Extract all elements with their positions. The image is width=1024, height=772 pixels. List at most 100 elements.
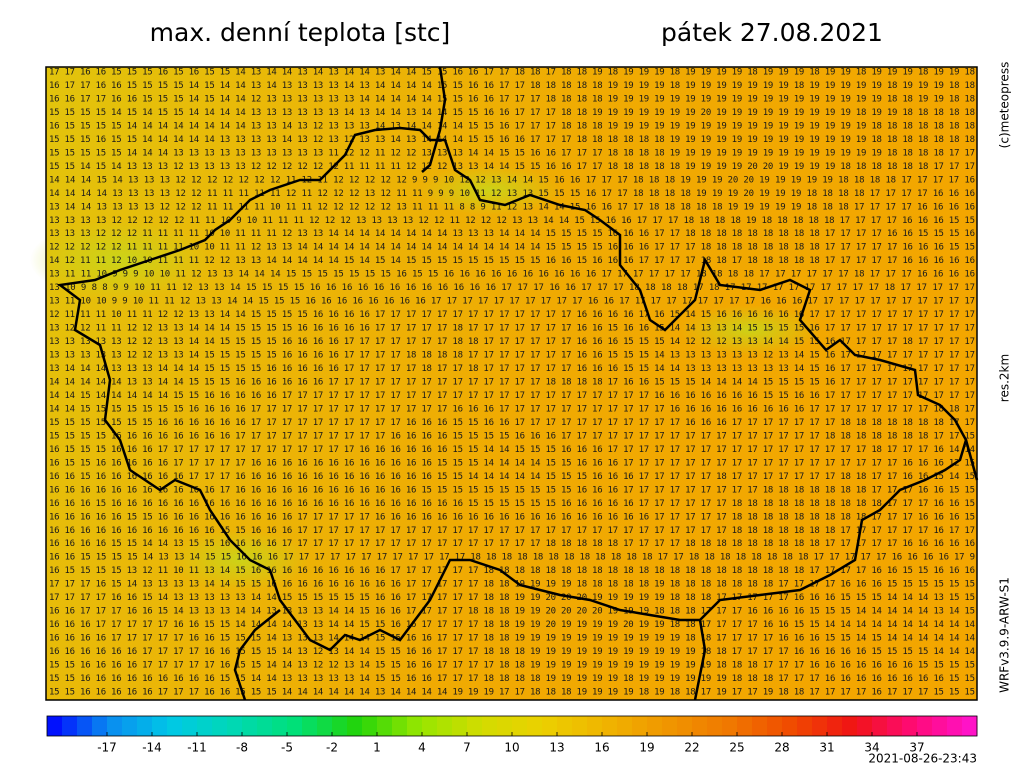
border (964, 439, 979, 481)
colorbar-cell (272, 716, 288, 736)
colorbar-cell (392, 716, 408, 736)
value-row: 14 14 15 14 14 14 14 14 15 15 16 16 16 1… (49, 391, 975, 401)
value-row: 14 14 14 15 14 13 13 13 12 12 12 12 12 1… (49, 175, 975, 185)
colorbar-tick-label: -8 (236, 741, 248, 755)
value-row: 16 15 15 15 15 14 14 14 14 14 14 14 14 1… (49, 121, 975, 131)
colorbar-cell (407, 716, 423, 736)
colorbar-cell (197, 716, 213, 736)
colorbar-tick-label: -5 (281, 741, 293, 755)
colorbar-cell (452, 716, 468, 736)
colorbar-cell (512, 716, 528, 736)
value-row: 12 11 11 11 10 11 11 12 12 13 13 14 14 1… (49, 310, 975, 320)
value-row: 14 14 14 14 13 13 13 13 12 12 11 11 11 1… (49, 189, 975, 199)
colorbar-cell (617, 716, 633, 736)
colorbar: -17 -14 -11 -8 -5 -2 1 4 7 10 13 16 19 22 25 28 31 34 37 (46, 715, 978, 755)
value-row: 15 15 16 16 16 16 17 17 17 17 17 16 15 1… (49, 661, 975, 671)
colorbar-cell (527, 716, 543, 736)
colorbar-cell (887, 716, 903, 736)
border (421, 66, 447, 173)
value-row: 15 15 16 16 16 16 16 17 17 17 16 16 15 1… (49, 688, 975, 698)
cool-area (420, 165, 560, 215)
colorbar-cell (227, 716, 243, 736)
colorbar-tick-label: 16 (594, 741, 609, 755)
colorbar-cell (332, 716, 348, 736)
colorbar-cell (167, 716, 183, 736)
colorbar-cell (347, 716, 363, 736)
colorbar-tick-label: 19 (639, 741, 654, 755)
value-row: 15 15 15 15 15 14 14 14 13 13 13 13 13 1… (49, 148, 975, 158)
colorbar-cell (737, 716, 753, 736)
colorbar-cell (257, 716, 273, 736)
colorbar-cell (947, 716, 963, 736)
value-row: 13 13 13 12 12 12 11 11 11 11 10 10 11 1… (49, 229, 975, 239)
value-row: 16 16 16 16 17 17 17 17 17 16 16 15 15 1… (49, 634, 975, 644)
colorbar-cell (542, 716, 558, 736)
colorbar-cell (722, 716, 738, 736)
colorbar-cell (92, 716, 108, 736)
colorbar-cell (437, 716, 453, 736)
value-row: 16 16 16 17 17 17 17 17 16 16 15 15 14 1… (49, 620, 975, 630)
colorbar-cell (902, 716, 918, 736)
value-row: 16 15 15 15 15 13 12 11 10 11 13 14 15 1… (49, 566, 975, 576)
colorbar-cell (587, 716, 603, 736)
value-row: 13 12 12 11 11 12 12 13 13 14 14 14 15 1… (49, 324, 975, 334)
colorbar-cell (152, 716, 168, 736)
colorbar-cell (362, 716, 378, 736)
value-row: 16 16 17 17 16 16 15 15 15 14 15 14 14 1… (49, 94, 975, 104)
colorbar-cell (767, 716, 783, 736)
colorbar-cell (557, 716, 573, 736)
value-row: 13 14 14 13 13 13 13 12 12 12 11 11 11 1… (49, 202, 975, 212)
colorbar-cell (122, 716, 138, 736)
colorbar-cell (782, 716, 798, 736)
model-label: WRFv3.9.9-ARW-S1 (998, 577, 1012, 693)
colorbar-tick-label: 34 (864, 741, 879, 755)
colorbar-cell (572, 716, 588, 736)
colorbar-cell (497, 716, 513, 736)
value-row: 16 16 17 17 17 16 16 15 14 13 13 13 14 1… (49, 607, 975, 617)
colorbar-tick-label: 31 (819, 741, 834, 755)
colorbar-cell (317, 716, 333, 736)
colorbar-tick-label: -2 (326, 741, 338, 755)
value-row: 16 17 17 16 16 15 15 15 15 14 15 14 14 1… (49, 81, 975, 91)
border (693, 619, 707, 701)
colorbar-tick-label: 25 (729, 741, 744, 755)
colorbar-cell (797, 716, 813, 736)
value-row: 12 12 12 12 12 11 11 11 11 10 10 11 11 1… (49, 243, 975, 253)
colorbar-cell (62, 716, 78, 736)
colorbar-cell (827, 716, 843, 736)
border (233, 609, 281, 701)
value-row: 16 16 16 15 16 16 16 16 16 16 16 16 16 1… (49, 499, 975, 509)
colorbar-cell (677, 716, 693, 736)
colorbar-cell (242, 716, 258, 736)
value-row: 15 15 15 15 16 16 16 16 16 16 16 16 17 1… (49, 431, 975, 441)
colorbar-cell (137, 716, 153, 736)
value-row: 17 17 16 16 15 15 15 16 15 16 15 15 14 1… (49, 68, 975, 78)
value-row: 15 15 15 16 15 15 14 14 14 14 14 13 13 1… (49, 135, 975, 145)
colorbar-cell (932, 716, 948, 736)
value-row: 15 15 15 15 14 15 14 15 15 14 14 14 14 1… (49, 108, 975, 118)
colorbar-cell (872, 716, 888, 736)
colorbar-cell (77, 716, 93, 736)
value-row: 14 14 14 14 14 13 13 14 14 15 15 15 16 1… (49, 378, 975, 388)
colorbar-cell (602, 716, 618, 736)
value-grid: 17 17 16 16 15 15 15 16 15 16 15 15 14 1… (49, 68, 975, 698)
colorbar-cell (182, 716, 198, 736)
colorbar-cell (467, 716, 483, 736)
value-row: 14 12 11 11 12 10 10 11 11 11 12 12 13 1… (49, 256, 975, 266)
value-row: 16 16 15 16 16 16 16 16 16 17 17 17 16 1… (49, 472, 975, 482)
value-row: 16 15 15 16 16 16 16 16 17 17 17 17 17 1… (49, 458, 975, 468)
timestamp: 2021-08-26-23:43 (868, 752, 977, 766)
value-row: 13 13 13 13 13 12 12 13 13 14 14 15 15 1… (49, 337, 975, 347)
cool-area (680, 305, 820, 355)
value-row: 15 15 16 16 16 16 16 16 16 16 16 15 15 1… (49, 674, 975, 684)
value-row: 16 16 16 16 16 15 15 16 16 16 16 16 16 1… (49, 512, 975, 522)
colorbar-tick-label: 1 (373, 741, 381, 755)
colorbar-cell (692, 716, 708, 736)
value-row: 13 13 13 13 12 12 12 12 12 11 11 10 9 10… (49, 216, 975, 226)
colorbar-cell (662, 716, 678, 736)
value-row: 13 11 11 10 9 9 9 10 10 11 12 13 13 14 1… (49, 270, 975, 280)
value-row: 14 14 15 15 15 15 15 15 15 16 16 16 16 1… (49, 404, 975, 414)
value-row: 17 17 17 17 16 16 15 14 13 13 13 13 13 1… (49, 593, 975, 603)
value-row: 17 17 17 16 15 14 13 13 13 13 14 14 15 1… (49, 580, 975, 590)
colorbar-tick-label: 10 (504, 741, 519, 755)
